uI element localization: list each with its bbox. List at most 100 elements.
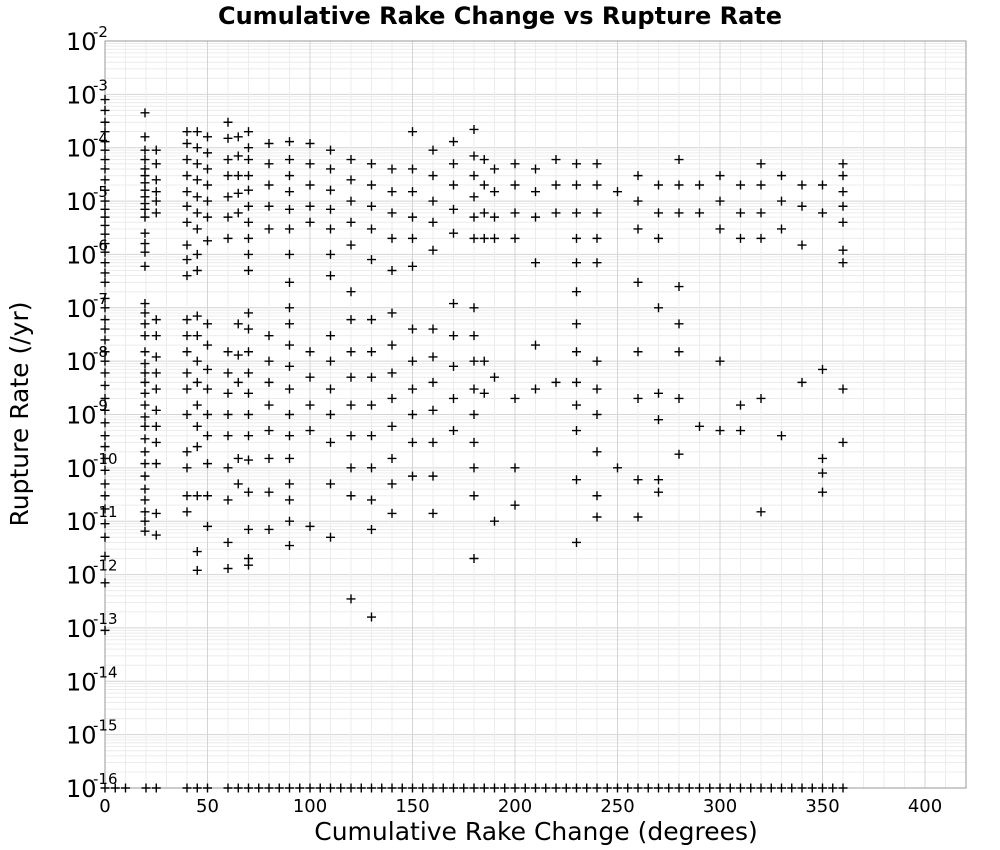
data-point (695, 783, 704, 793)
data-point (100, 145, 110, 155)
data-point (736, 400, 745, 410)
data-point (192, 265, 202, 275)
data-point (151, 437, 161, 447)
data-point (223, 117, 233, 127)
data-point (428, 196, 438, 206)
data-point (100, 247, 110, 257)
data-point (510, 159, 520, 169)
data-point (192, 331, 202, 341)
data-point (100, 578, 110, 588)
data-point (387, 187, 397, 197)
data-point (469, 783, 479, 793)
y-tick-label: 10-4 (66, 130, 108, 163)
data-point (674, 449, 684, 459)
y-tick-exponent: -5 (93, 183, 108, 201)
data-point (367, 612, 376, 622)
data-point (818, 453, 827, 463)
data-point (223, 463, 233, 473)
y-tick-base: 10 (66, 668, 97, 696)
data-point (233, 208, 243, 218)
data-point (100, 137, 110, 147)
data-point (715, 171, 725, 181)
data-point (100, 393, 110, 403)
data-point (326, 145, 335, 155)
data-point (387, 479, 397, 489)
data-point (818, 783, 827, 793)
data-point (449, 204, 458, 214)
data-point (254, 783, 264, 793)
data-point (428, 783, 438, 793)
data-point (140, 204, 150, 214)
data-point (756, 180, 766, 190)
data-point (592, 258, 602, 268)
data-point (100, 783, 110, 793)
data-point (192, 400, 202, 410)
data-point (203, 431, 212, 441)
data-point (838, 783, 848, 793)
data-point (244, 560, 253, 570)
data-point (285, 783, 294, 793)
data-point (151, 783, 161, 793)
y-tick-base: 10 (66, 348, 97, 376)
data-point (336, 783, 346, 793)
data-point (305, 426, 315, 436)
data-point (326, 185, 335, 195)
data-point (100, 479, 110, 489)
data-point (572, 258, 581, 268)
data-point (100, 442, 110, 452)
data-point (100, 431, 110, 441)
data-point (838, 217, 848, 227)
data-point (203, 212, 212, 222)
x-tick-label: 400 (908, 796, 942, 817)
data-point (367, 347, 376, 357)
data-point (387, 783, 397, 793)
data-point (192, 208, 202, 218)
data-point (479, 233, 489, 243)
data-point (182, 255, 192, 265)
x-tick-label: 350 (805, 796, 839, 817)
data-point (572, 783, 581, 793)
data-point (140, 308, 150, 318)
data-point (592, 491, 602, 501)
data-point (100, 315, 110, 325)
x-tick-label: 200 (498, 796, 532, 817)
data-point (244, 143, 253, 153)
data-point (572, 319, 581, 329)
data-point (756, 233, 766, 243)
data-point (510, 180, 520, 190)
data-point (182, 491, 192, 501)
data-point (100, 258, 110, 268)
data-point (182, 368, 192, 378)
data-point (674, 180, 684, 190)
data-point (572, 377, 581, 387)
data-point (264, 356, 274, 366)
data-point (100, 303, 110, 313)
data-point (449, 426, 458, 436)
data-point (592, 233, 602, 243)
data-point (140, 319, 150, 329)
data-point (418, 783, 428, 793)
data-point (408, 187, 417, 197)
data-point (192, 175, 202, 185)
data-point (182, 171, 192, 181)
data-point (100, 117, 110, 127)
data-point (305, 372, 315, 382)
y-tick-exponent: -8 (93, 343, 108, 361)
data-point (182, 447, 192, 457)
data-point (151, 145, 161, 155)
data-point (326, 249, 335, 259)
y-tick-exponent: -7 (93, 290, 108, 308)
data-point (572, 400, 581, 410)
y-tick-exponent: -11 (93, 503, 118, 521)
data-point (223, 368, 233, 378)
data-point (541, 783, 551, 793)
data-point (140, 299, 150, 309)
data-point (459, 783, 469, 793)
data-point (797, 783, 807, 793)
data-point (285, 224, 294, 234)
data-point (140, 347, 150, 357)
data-point (367, 463, 376, 473)
data-point (572, 287, 581, 297)
data-point (305, 180, 315, 190)
data-point (192, 311, 202, 321)
